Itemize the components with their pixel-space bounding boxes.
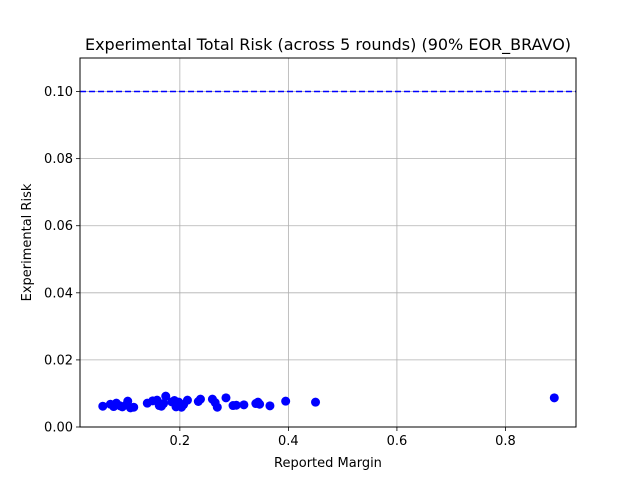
data-point [239,400,249,410]
x-axis-label: Reported Margin [274,456,382,471]
x-axis-ticks: 0.2 0.4 0.6 0.8 [170,427,516,449]
data-point [311,397,321,407]
data-point [231,400,241,410]
data-point [159,399,169,409]
plot-frame [79,57,577,428]
y-axis-ticks: 0.00 0.02 0.04 0.06 0.08 0.10 [44,85,80,436]
data-point [129,402,139,412]
y-tick-label: 0.02 [44,353,73,368]
x-tick-label: 0.2 [170,434,191,449]
y-tick-label: 0.00 [44,421,73,436]
data-point [98,401,108,411]
y-tick-label: 0.10 [44,85,73,100]
x-tick-label: 0.4 [278,434,299,449]
data-point [265,401,275,411]
chart-title: Experimental Total Risk (across 5 rounds… [85,35,571,55]
data-point [195,394,205,404]
data-point [281,396,291,406]
data-point [255,399,265,409]
data-points [98,391,559,413]
data-point [182,395,192,405]
data-point [549,393,559,403]
data-point [161,391,171,401]
x-tick-label: 0.8 [495,434,516,449]
y-tick-label: 0.06 [44,219,73,234]
data-point [221,393,231,403]
x-tick-label: 0.6 [387,434,408,449]
y-tick-label: 0.08 [44,152,73,167]
y-axis-label: Experimental Risk [20,183,35,301]
grid-lines [80,58,576,428]
data-point [212,402,222,412]
y-tick-label: 0.04 [44,286,73,301]
